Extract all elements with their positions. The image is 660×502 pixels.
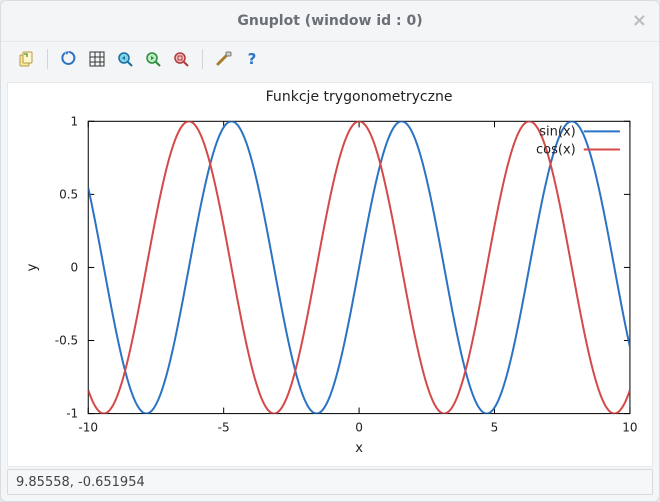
svg-text:?: ?: [248, 50, 257, 68]
x-tick-label: 5: [491, 421, 499, 435]
titlebar: Gnuplot (window id : 0) ×: [1, 1, 659, 42]
toolbar: ?: [1, 42, 659, 76]
legend-label: cos(x): [536, 143, 576, 158]
x-axis-label: x: [355, 441, 363, 456]
zoom-previous-icon[interactable]: [114, 48, 136, 70]
x-tick-label: -10: [78, 421, 98, 435]
y-axis-label: y: [25, 263, 40, 271]
statusbar: 9.85558, -0.651954: [7, 469, 653, 495]
app-window: Gnuplot (window id : 0) ×: [0, 0, 660, 502]
zoom-next-icon[interactable]: [142, 48, 164, 70]
y-tick-label: -0.5: [55, 334, 78, 348]
toolbar-separator: [202, 49, 203, 69]
copy-to-clipboard-icon[interactable]: [15, 48, 37, 70]
x-tick-label: 10: [622, 421, 637, 435]
replot-icon[interactable]: [58, 48, 80, 70]
y-tick-label: 0.5: [59, 187, 78, 201]
window-title: Gnuplot (window id : 0): [237, 13, 422, 29]
y-tick-label: 1: [71, 114, 79, 128]
toolbar-separator: [47, 49, 48, 69]
chart-title: Funkcje trygonometryczne: [266, 89, 453, 105]
autoscale-icon[interactable]: [170, 48, 192, 70]
window-close-button[interactable]: ×: [632, 12, 647, 30]
x-tick-label: 0: [355, 421, 363, 435]
toggle-grid-icon[interactable]: [86, 48, 108, 70]
x-tick-label: -5: [218, 421, 230, 435]
plot-area[interactable]: Funkcje trygonometryczne-10-50510-1-0.50…: [7, 82, 653, 467]
cursor-coordinates: 9.85558, -0.651954: [16, 475, 145, 490]
settings-icon[interactable]: [213, 48, 235, 70]
y-tick-label: -1: [66, 407, 78, 421]
help-icon[interactable]: ?: [241, 48, 263, 70]
legend-label: sin(x): [539, 124, 576, 139]
y-tick-label: 0: [71, 260, 79, 274]
